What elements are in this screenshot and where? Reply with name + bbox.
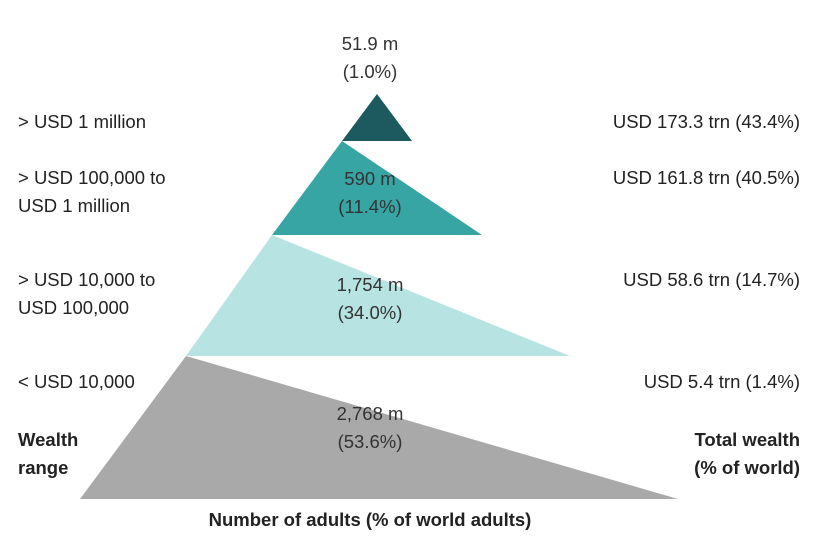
tier-2-adults: 590 m xyxy=(344,168,396,189)
tier-4-wealth-range: < USD 10,000 xyxy=(18,371,135,392)
tier-3-total-wealth: USD 58.6 trn (14.7%) xyxy=(623,269,800,290)
tier-2-total-wealth: USD 161.8 trn (40.5%) xyxy=(612,167,800,188)
tier-3-band xyxy=(186,235,570,356)
tier-2-band xyxy=(272,141,482,235)
tier-1-adults-pct: (1.0%) xyxy=(342,61,398,82)
tier-1-total-wealth: USD 173.3 trn (43.4%) xyxy=(612,111,800,132)
total-wealth-title: Total wealth xyxy=(694,429,800,450)
tier-1-adults: 51.9 m xyxy=(341,33,399,54)
tier-1-wealth-range: > USD 1 million xyxy=(18,111,147,132)
bottom-axis-label: Number of adults (% of world adults) xyxy=(208,509,532,530)
wealth-range-title-line2: range xyxy=(18,457,69,478)
tier-1-band xyxy=(342,94,412,141)
tier-4-adults: 2,768 m xyxy=(336,403,404,424)
tier-3-wealth-range: > USD 10,000 to xyxy=(18,269,156,290)
tier-2-adults-pct: (11.4%) xyxy=(338,196,402,217)
total-wealth-title-line2: (% of world) xyxy=(694,457,800,478)
wealth-range-title: Wealth xyxy=(18,429,79,450)
tier-3-wealth-range-line2: USD 100,000 xyxy=(18,297,130,318)
tier-3-adults: 1,754 m xyxy=(336,274,404,295)
tier-3-adults-pct: (34.0%) xyxy=(337,302,403,323)
tier-4-total-wealth: USD 5.4 trn (1.4%) xyxy=(643,371,800,392)
tier-2-wealth-range-line2: USD 1 million xyxy=(18,195,131,216)
tier-4-band xyxy=(80,356,678,499)
tier-4-adults-pct: (53.6%) xyxy=(337,431,403,452)
tier-2-wealth-range: > USD 100,000 to xyxy=(18,167,166,188)
